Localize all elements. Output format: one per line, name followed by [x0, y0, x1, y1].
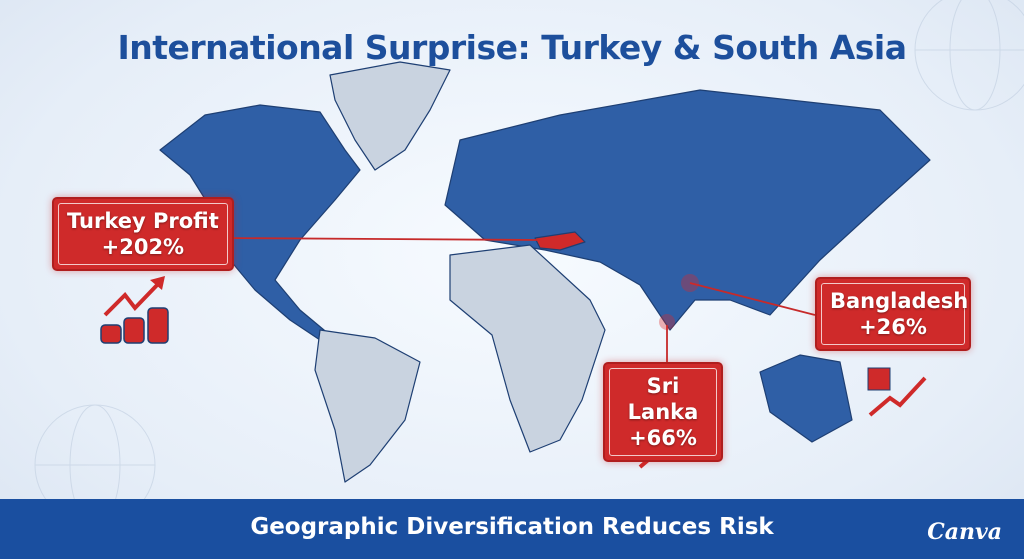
africa	[449, 244, 606, 453]
footer-banner: Geographic Diversification Reduces Risk	[0, 499, 1024, 559]
callout-bangladesh: Bangladesh +26%	[815, 277, 971, 351]
eurasia	[444, 89, 931, 331]
sri-lanka-marker	[659, 314, 675, 330]
growth-coins-icon	[100, 276, 169, 344]
callout-sri-lanka: Sri Lanka +66%	[603, 362, 723, 462]
footer-text: Geographic Diversification Reduces Risk	[250, 514, 774, 540]
callout-value: +26%	[859, 315, 927, 339]
turkey-highlight	[534, 231, 586, 251]
page-title: International Surprise: Turkey & South A…	[117, 28, 907, 67]
callout-connectors	[219, 237, 816, 365]
callout-value: +202%	[101, 235, 185, 259]
australia	[759, 354, 853, 443]
callout-label: Turkey Profit	[67, 209, 219, 233]
canva-logo: Canva	[927, 519, 1002, 545]
garment-growth-icon	[867, 367, 927, 417]
callout-label: Sri Lanka	[627, 374, 699, 424]
callout-label: Bangladesh	[830, 289, 969, 313]
south-america	[314, 329, 421, 483]
bangladesh-marker	[681, 274, 699, 292]
callout-turkey: Turkey Profit +202%	[52, 197, 234, 271]
callout-value: +66%	[629, 426, 697, 450]
greenland	[329, 61, 451, 171]
